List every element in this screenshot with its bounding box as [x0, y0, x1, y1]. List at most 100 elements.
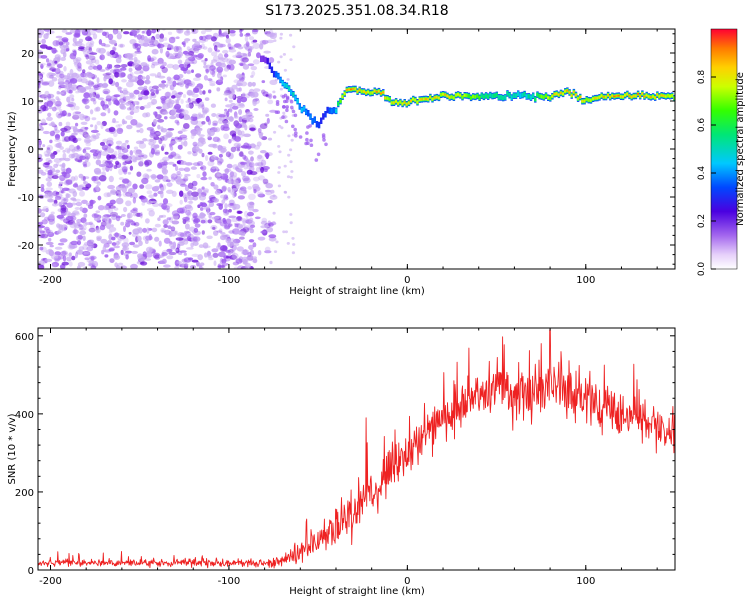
noise-speck	[113, 245, 120, 249]
noise-speck	[95, 159, 102, 166]
noise-speck	[102, 138, 109, 143]
noise-speck	[183, 30, 191, 36]
noise-speck	[123, 168, 128, 175]
noise-speck	[92, 33, 98, 40]
noise-speck	[207, 200, 215, 203]
noise-speck	[59, 238, 68, 243]
noise-speck	[118, 191, 122, 198]
noise-speck	[100, 123, 104, 130]
noise-speck	[208, 89, 212, 94]
noise-speck	[259, 123, 268, 130]
signal-cell	[576, 97, 580, 100]
noise-speck	[201, 35, 207, 41]
noise-speck	[150, 88, 155, 93]
noise-speck	[183, 167, 191, 172]
noise-speck	[141, 30, 145, 34]
noise-speck	[99, 141, 106, 146]
noise-speck	[232, 188, 238, 191]
noise-speck	[113, 207, 119, 211]
noise-speck	[221, 146, 227, 150]
noise-speck	[89, 199, 94, 206]
noise-speck	[132, 108, 140, 114]
noise-speck	[123, 31, 130, 35]
noise-speck	[221, 186, 227, 193]
noise-speck	[192, 141, 198, 147]
noise-speck	[57, 77, 65, 84]
noise-speck	[225, 37, 231, 44]
noise-speck	[74, 63, 78, 67]
noise-speck	[277, 184, 281, 188]
noise-speck	[78, 224, 83, 227]
noise-speck	[109, 53, 116, 59]
colorbar-tick-label: 0.8	[697, 70, 707, 85]
colorbar-tick-label: 0.6	[697, 118, 707, 133]
noise-speck	[157, 217, 161, 222]
noise-speck	[241, 218, 247, 223]
noise-speck	[200, 207, 204, 211]
signal-cell	[424, 98, 428, 100]
noise-speck	[273, 32, 277, 36]
noise-speck	[38, 40, 41, 44]
signal-cell	[315, 121, 319, 128]
signal-cell	[347, 88, 351, 91]
signal-cell	[335, 108, 338, 114]
y-tick-label: -10	[18, 193, 34, 204]
noise-speck	[69, 222, 77, 229]
noise-speck	[166, 248, 173, 253]
noise-speck	[92, 152, 98, 157]
noise-speck	[286, 175, 291, 179]
noise-speck	[216, 244, 223, 250]
signal-cell	[311, 118, 314, 124]
noise-speck	[166, 217, 172, 221]
noise-speck	[250, 224, 256, 228]
signal-cell	[606, 94, 610, 96]
noise-speck	[162, 61, 167, 67]
noise-speck	[260, 230, 267, 234]
noise-speck	[248, 244, 254, 251]
signal-cell	[405, 103, 408, 106]
signal-cell	[352, 88, 355, 90]
noise-speck	[43, 29, 51, 32]
noise-speck	[198, 244, 204, 249]
noise-speck	[151, 98, 158, 105]
noise-speck	[161, 66, 168, 74]
noise-speck	[74, 198, 81, 202]
colorbar-tick-label: 0.4	[697, 166, 707, 181]
spectrogram-signal-track	[260, 55, 675, 162]
noise-speck	[249, 228, 254, 234]
noise-speck	[224, 203, 228, 209]
noise-speck	[177, 59, 183, 65]
noise-speck	[287, 195, 291, 199]
noise-speck	[176, 160, 181, 165]
signal-cell	[602, 96, 605, 98]
noise-speck	[44, 90, 50, 97]
noise-speck	[176, 207, 184, 214]
signal-speck	[281, 95, 286, 99]
noise-speck	[88, 43, 94, 48]
noise-speck	[109, 154, 116, 159]
noise-speck	[120, 105, 127, 110]
noise-speck	[149, 174, 158, 179]
noise-speck	[256, 141, 262, 147]
noise-speck	[189, 81, 195, 87]
noise-speck	[248, 220, 255, 226]
noise-speck	[138, 161, 144, 167]
noise-speck	[58, 121, 63, 127]
noise-speck	[98, 39, 103, 45]
noise-speck	[224, 30, 230, 35]
noise-speck	[241, 115, 250, 120]
noise-speck	[115, 124, 121, 128]
noise-speck	[234, 224, 239, 228]
signal-speck	[322, 138, 326, 142]
noise-speck	[77, 159, 83, 163]
noise-speck	[116, 240, 120, 246]
noise-speck	[261, 217, 268, 223]
noise-speck	[243, 225, 252, 229]
noise-speck	[216, 157, 224, 164]
signal-cell	[581, 100, 584, 103]
signal-cell	[555, 92, 558, 95]
noise-speck	[248, 217, 254, 223]
noise-speck	[51, 77, 58, 82]
signal-speck	[309, 138, 313, 143]
noise-speck	[246, 255, 254, 261]
